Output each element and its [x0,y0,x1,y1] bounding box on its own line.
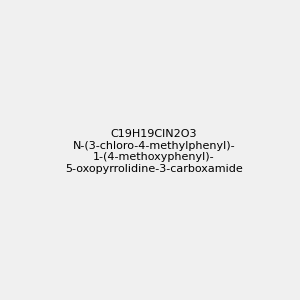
Text: C19H19ClN2O3
N-(3-chloro-4-methylphenyl)-
1-(4-methoxyphenyl)-
5-oxopyrrolidine-: C19H19ClN2O3 N-(3-chloro-4-methylphenyl)… [65,129,243,174]
